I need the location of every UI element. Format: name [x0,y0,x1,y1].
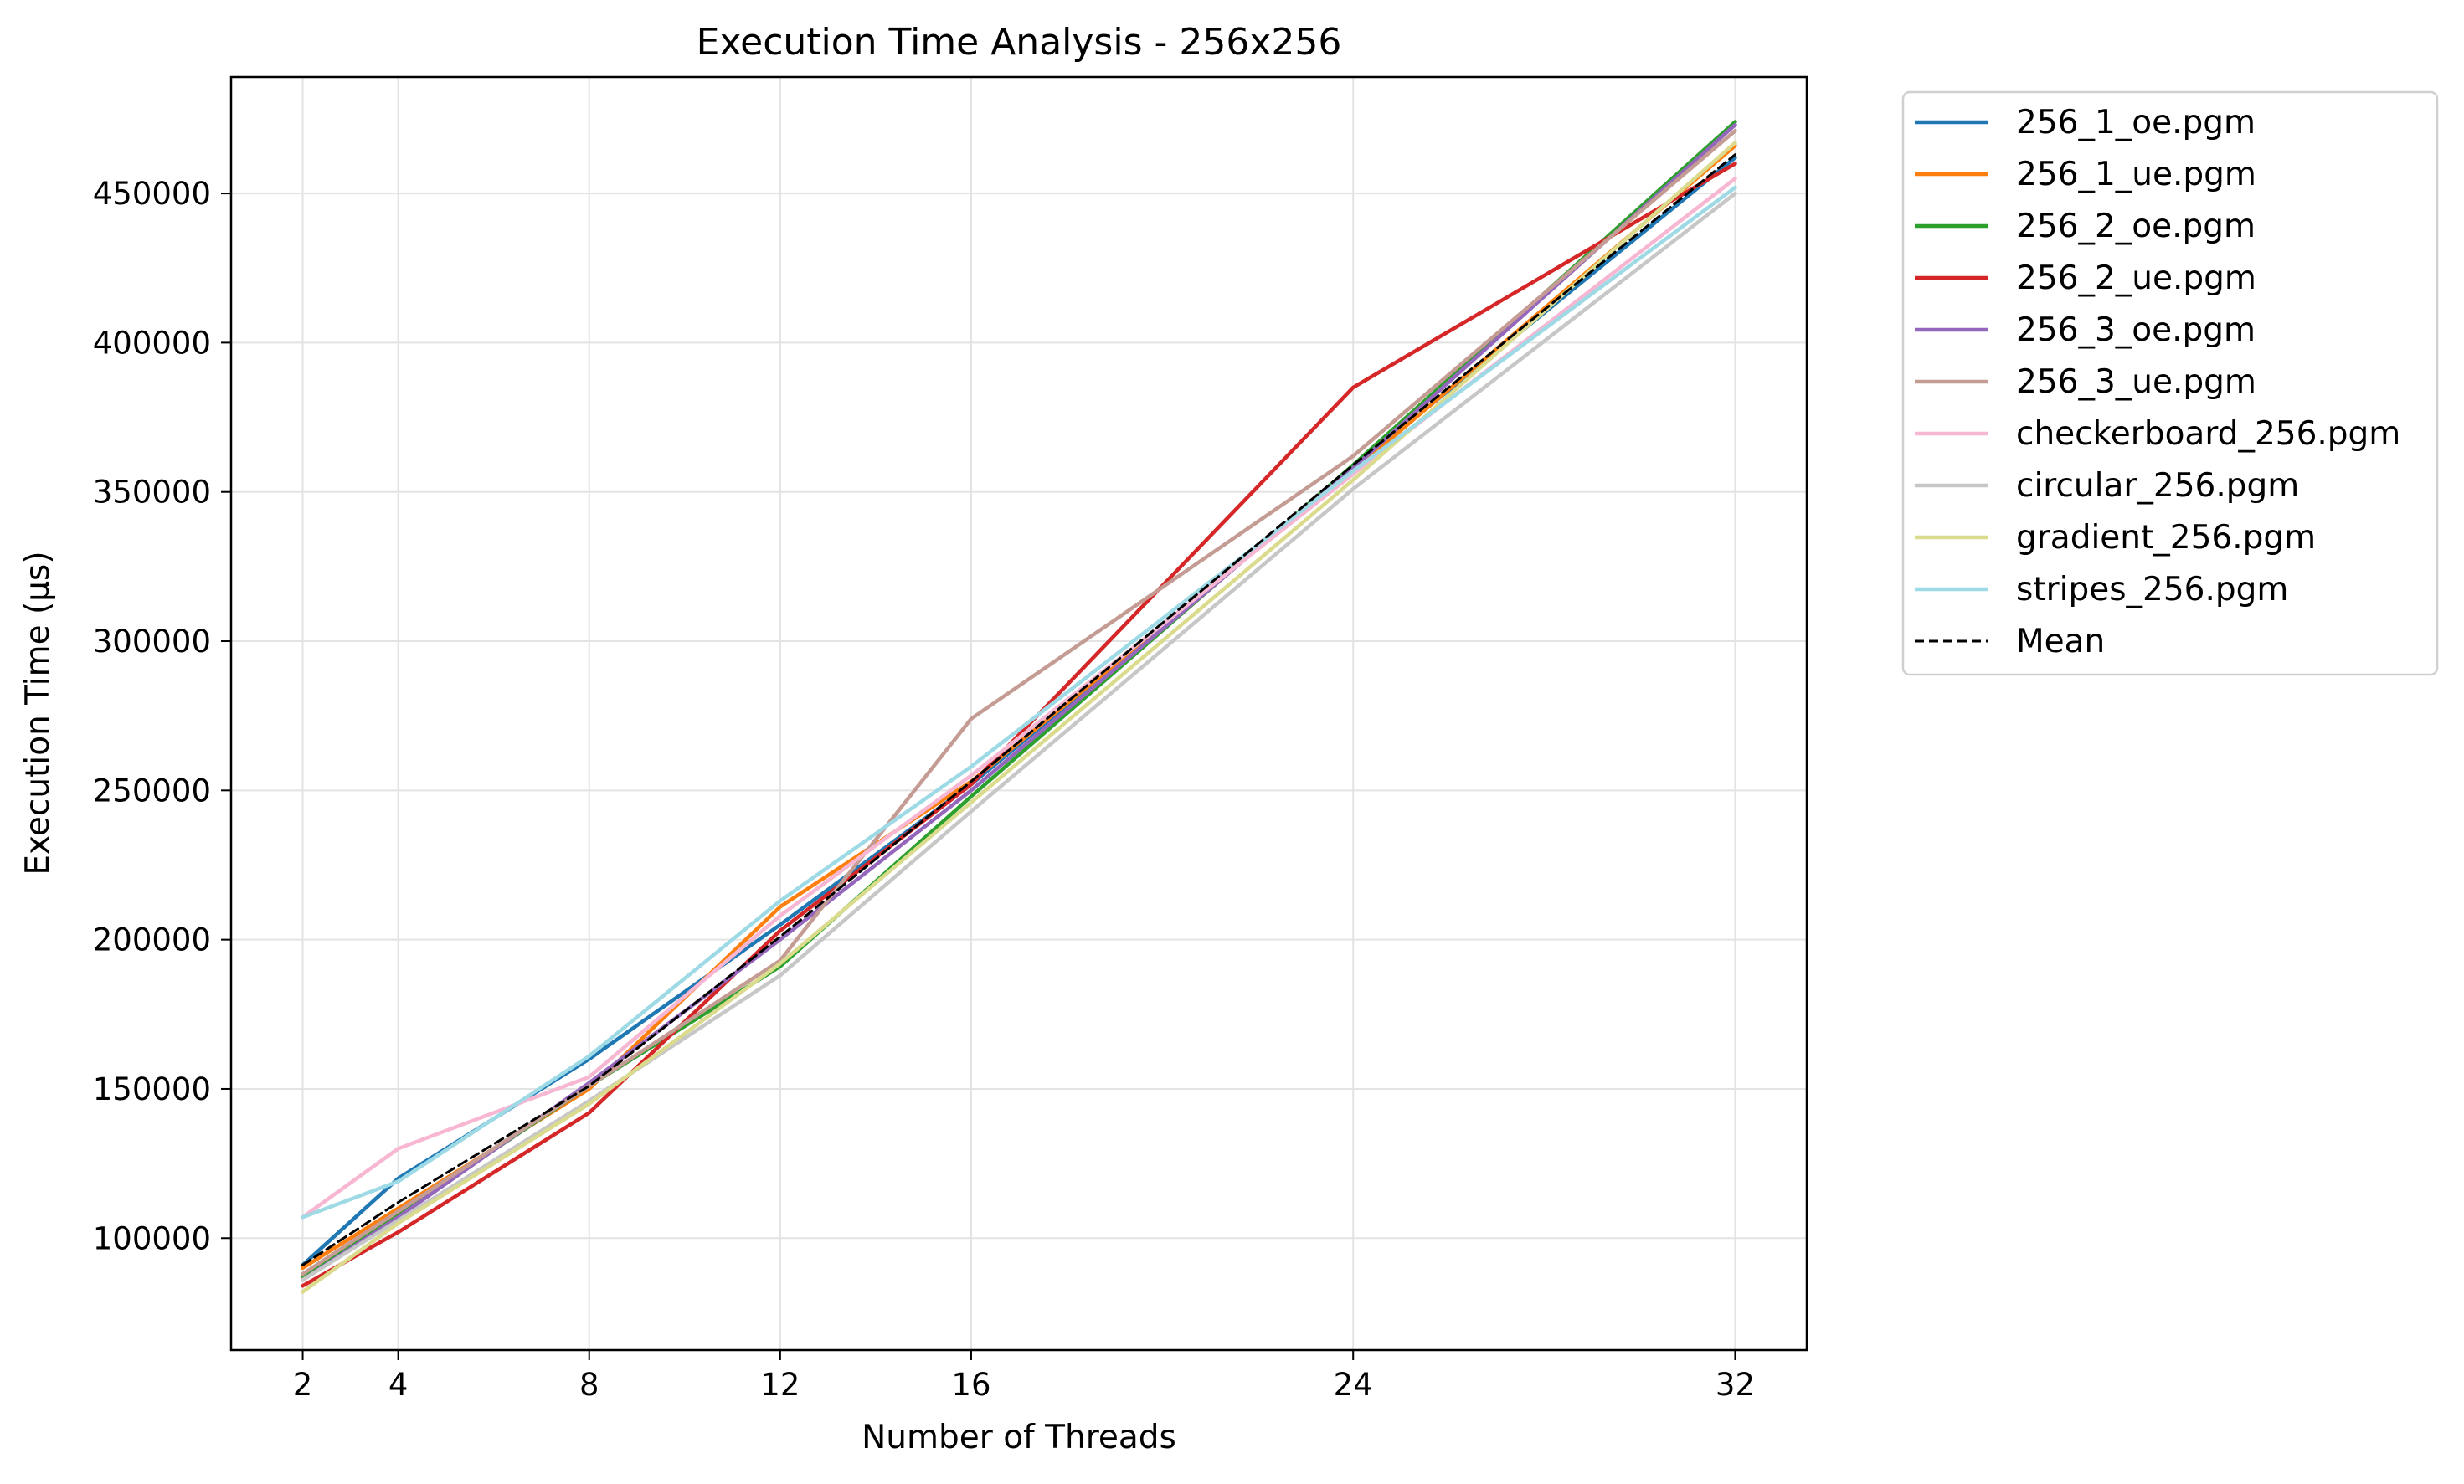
series-line-circular-256-pgm [301,191,1737,1282]
legend-label-256-1-ue-pgm: 256_1_ue.pgm [2016,156,2256,193]
legend-label-256-3-ue-pgm: 256_3_ue.pgm [2016,363,2256,401]
x-tick-label: 12 [760,1367,800,1403]
legend-label-gradient-256-pgm: gradient_256.pgm [2016,519,2316,557]
series-lines [301,120,1737,1294]
legend-label-mean: Mean [2016,623,2105,660]
series-line-gradient-256-pgm [301,141,1737,1294]
x-axis-label: Number of Threads [862,1419,1176,1456]
legend-label-256-1-oe-pgm: 256_1_oe.pgm [2016,104,2256,141]
y-tick-label: 300000 [93,624,211,660]
legend-label-checkerboard-256-pgm: checkerboard_256.pgm [2016,415,2400,453]
y-tick-label: 150000 [93,1071,211,1107]
series-line-256-2-ue-pgm [301,162,1737,1288]
plot-frame [229,75,1808,1352]
series-line-stripes-256-pgm [301,185,1737,1220]
series-line-mean [301,153,1736,1266]
legend-items: 256_1_oe.pgm 256_1_ue.pgm 256_2_oe.pgm 256_… [1915,104,2400,660]
y-tick-label: 100000 [93,1220,211,1256]
legend-label-256-3-oe-pgm: 256_3_oe.pgm [2016,311,2256,349]
series-line-checkerboard-256-pgm [301,177,1737,1220]
x-tick-label: 2 [293,1367,313,1403]
x-tick-label: 4 [388,1367,409,1403]
y-tick-label: 400000 [93,325,211,361]
x-tick-label: 24 [1334,1367,1373,1403]
legend: 256_1_oe.pgm 256_1_ue.pgm 256_2_oe.pgm 256_… [1901,90,2439,676]
chart-title: Execution Time Analysis - 256x256 [697,21,1342,64]
legend-label-256-2-oe-pgm: 256_2_oe.pgm [2016,208,2256,245]
legend-label-256-2-ue-pgm: 256_2_ue.pgm [2016,259,2256,297]
y-tick-label: 250000 [93,773,211,809]
legend-box [1901,90,2439,676]
y-tick-label: 450000 [93,176,211,212]
series-line-256-3-oe-pgm [301,122,1737,1282]
y-tick-label: 200000 [93,922,211,958]
y-tick-label: 350000 [93,475,211,511]
legend-label-stripes-256-pgm: stripes_256.pgm [2016,571,2288,608]
grid-lines [231,77,1807,1350]
series-line-256-3-ue-pgm [301,128,1737,1276]
legend-label-circular-256-pgm: circular_256.pgm [2016,467,2299,505]
axis-ticks: 2 4 8 12 16 24 3210000015000020000025000030000… [93,176,1755,1403]
y-axis-label: Execution Time (μs) [19,551,57,875]
x-tick-label: 16 [951,1367,990,1403]
x-tick-label: 32 [1716,1367,1755,1403]
x-tick-label: 8 [579,1367,599,1403]
